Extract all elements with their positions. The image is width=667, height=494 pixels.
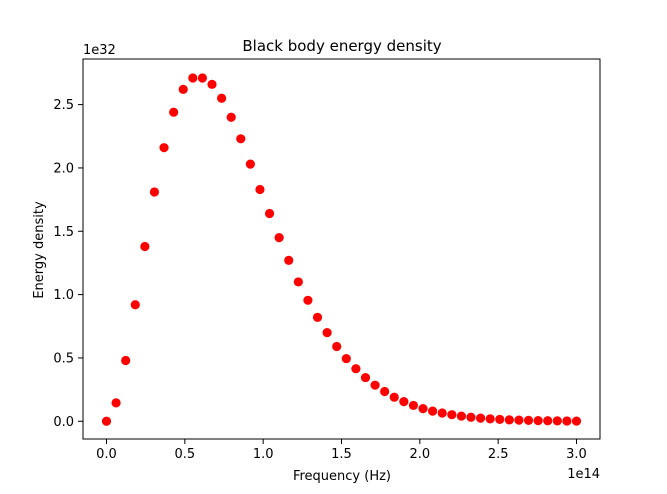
x-tick-label: 0.0	[96, 447, 117, 462]
data-point	[111, 398, 121, 408]
data-point	[101, 416, 112, 426]
data-point	[504, 415, 514, 425]
x-axis-label: Frequency (Hz)	[293, 469, 391, 484]
data-point	[514, 415, 524, 425]
data-point	[140, 241, 150, 252]
data-point	[389, 392, 399, 402]
y-tick-label: 0.5	[53, 351, 74, 366]
data-point	[322, 328, 332, 338]
data-point	[370, 380, 380, 390]
data-point	[408, 400, 419, 411]
data-point	[197, 73, 208, 83]
data-point	[178, 84, 188, 94]
data-point	[236, 134, 246, 144]
data-point	[284, 255, 294, 265]
y-tick-label: 2.0	[53, 161, 74, 176]
data-point	[274, 233, 284, 243]
data-point	[418, 404, 428, 414]
data-point	[255, 184, 265, 195]
data-point	[533, 416, 543, 426]
data-point	[351, 364, 361, 374]
data-point	[552, 416, 562, 426]
data-point	[332, 341, 342, 352]
y-tick-label: 1.5	[53, 225, 74, 240]
x-tick-label: 2.0	[409, 447, 430, 462]
data-point	[380, 386, 390, 397]
x-offset-label: 1e14	[567, 467, 600, 482]
x-tick-label: 1.0	[253, 447, 274, 462]
data-point	[466, 412, 476, 422]
data-point	[149, 187, 160, 197]
data-point	[226, 112, 236, 122]
data-point	[456, 411, 466, 421]
plot-area: 0.0 0.5 1.0 1.5 2.0 2.5 3.0 0.0 0.5 1.0 1.5 2.0 2.5	[53, 58, 601, 462]
y-tick-label: 2.5	[53, 98, 74, 113]
data-point	[485, 414, 495, 424]
y-axis-label: Energy density	[32, 201, 47, 299]
data-point	[399, 397, 409, 407]
data-point	[130, 300, 140, 310]
data-point	[447, 410, 457, 420]
data-point	[571, 416, 582, 426]
data-point	[475, 413, 486, 423]
data-point	[428, 406, 438, 416]
chart-title: Black body energy density	[242, 37, 441, 55]
data-point	[264, 208, 275, 219]
x-tick-label: 2.5	[488, 447, 509, 462]
data-point	[217, 93, 227, 103]
data-point	[207, 79, 217, 89]
data-point	[188, 73, 198, 83]
data-point	[523, 415, 534, 425]
data-point	[495, 414, 505, 424]
data-point	[312, 312, 323, 322]
data-point	[159, 143, 169, 153]
x-tick-label: 0.5	[174, 447, 195, 462]
data-point	[293, 277, 303, 287]
y-tick-label: 1.0	[53, 288, 74, 303]
x-tick-label: 3.0	[566, 447, 587, 462]
y-tick-label: 0.0	[53, 415, 74, 430]
x-tick-label: 1.5	[331, 447, 352, 462]
data-point	[562, 416, 572, 426]
data-point	[360, 372, 371, 383]
data-point	[543, 416, 553, 426]
y-offset-label: 1e32	[83, 43, 116, 58]
data-point	[169, 107, 179, 117]
data-point	[245, 159, 255, 169]
data-point	[303, 295, 313, 305]
data-point	[437, 408, 447, 418]
data-point	[121, 355, 131, 366]
data-point	[341, 353, 351, 364]
